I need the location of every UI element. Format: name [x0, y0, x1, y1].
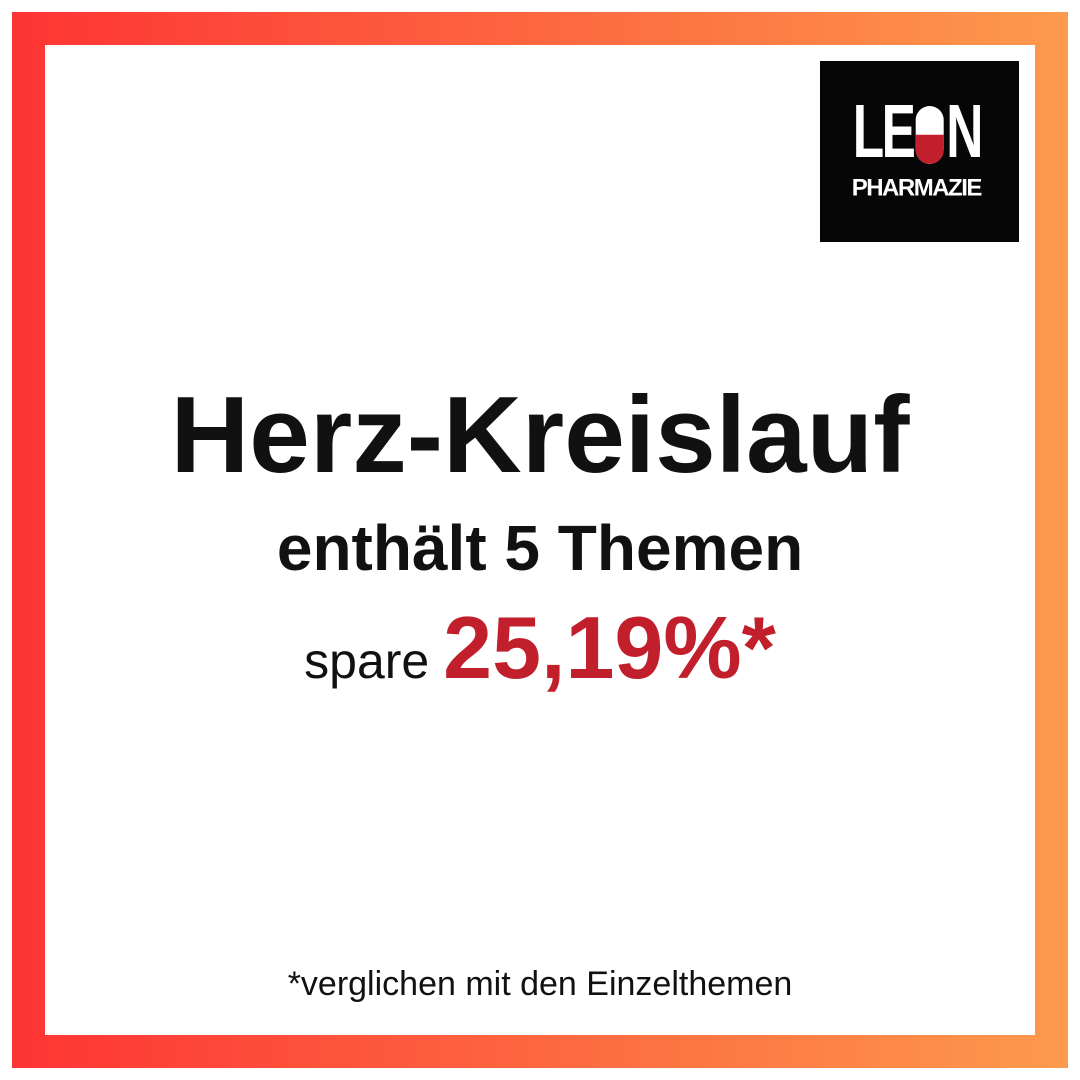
svg-text:N: N — [946, 90, 983, 174]
svg-text:E: E — [882, 90, 916, 174]
svg-text:PHARMAZIE: PHARMAZIE — [852, 175, 983, 202]
svg-text:L: L — [853, 90, 884, 174]
